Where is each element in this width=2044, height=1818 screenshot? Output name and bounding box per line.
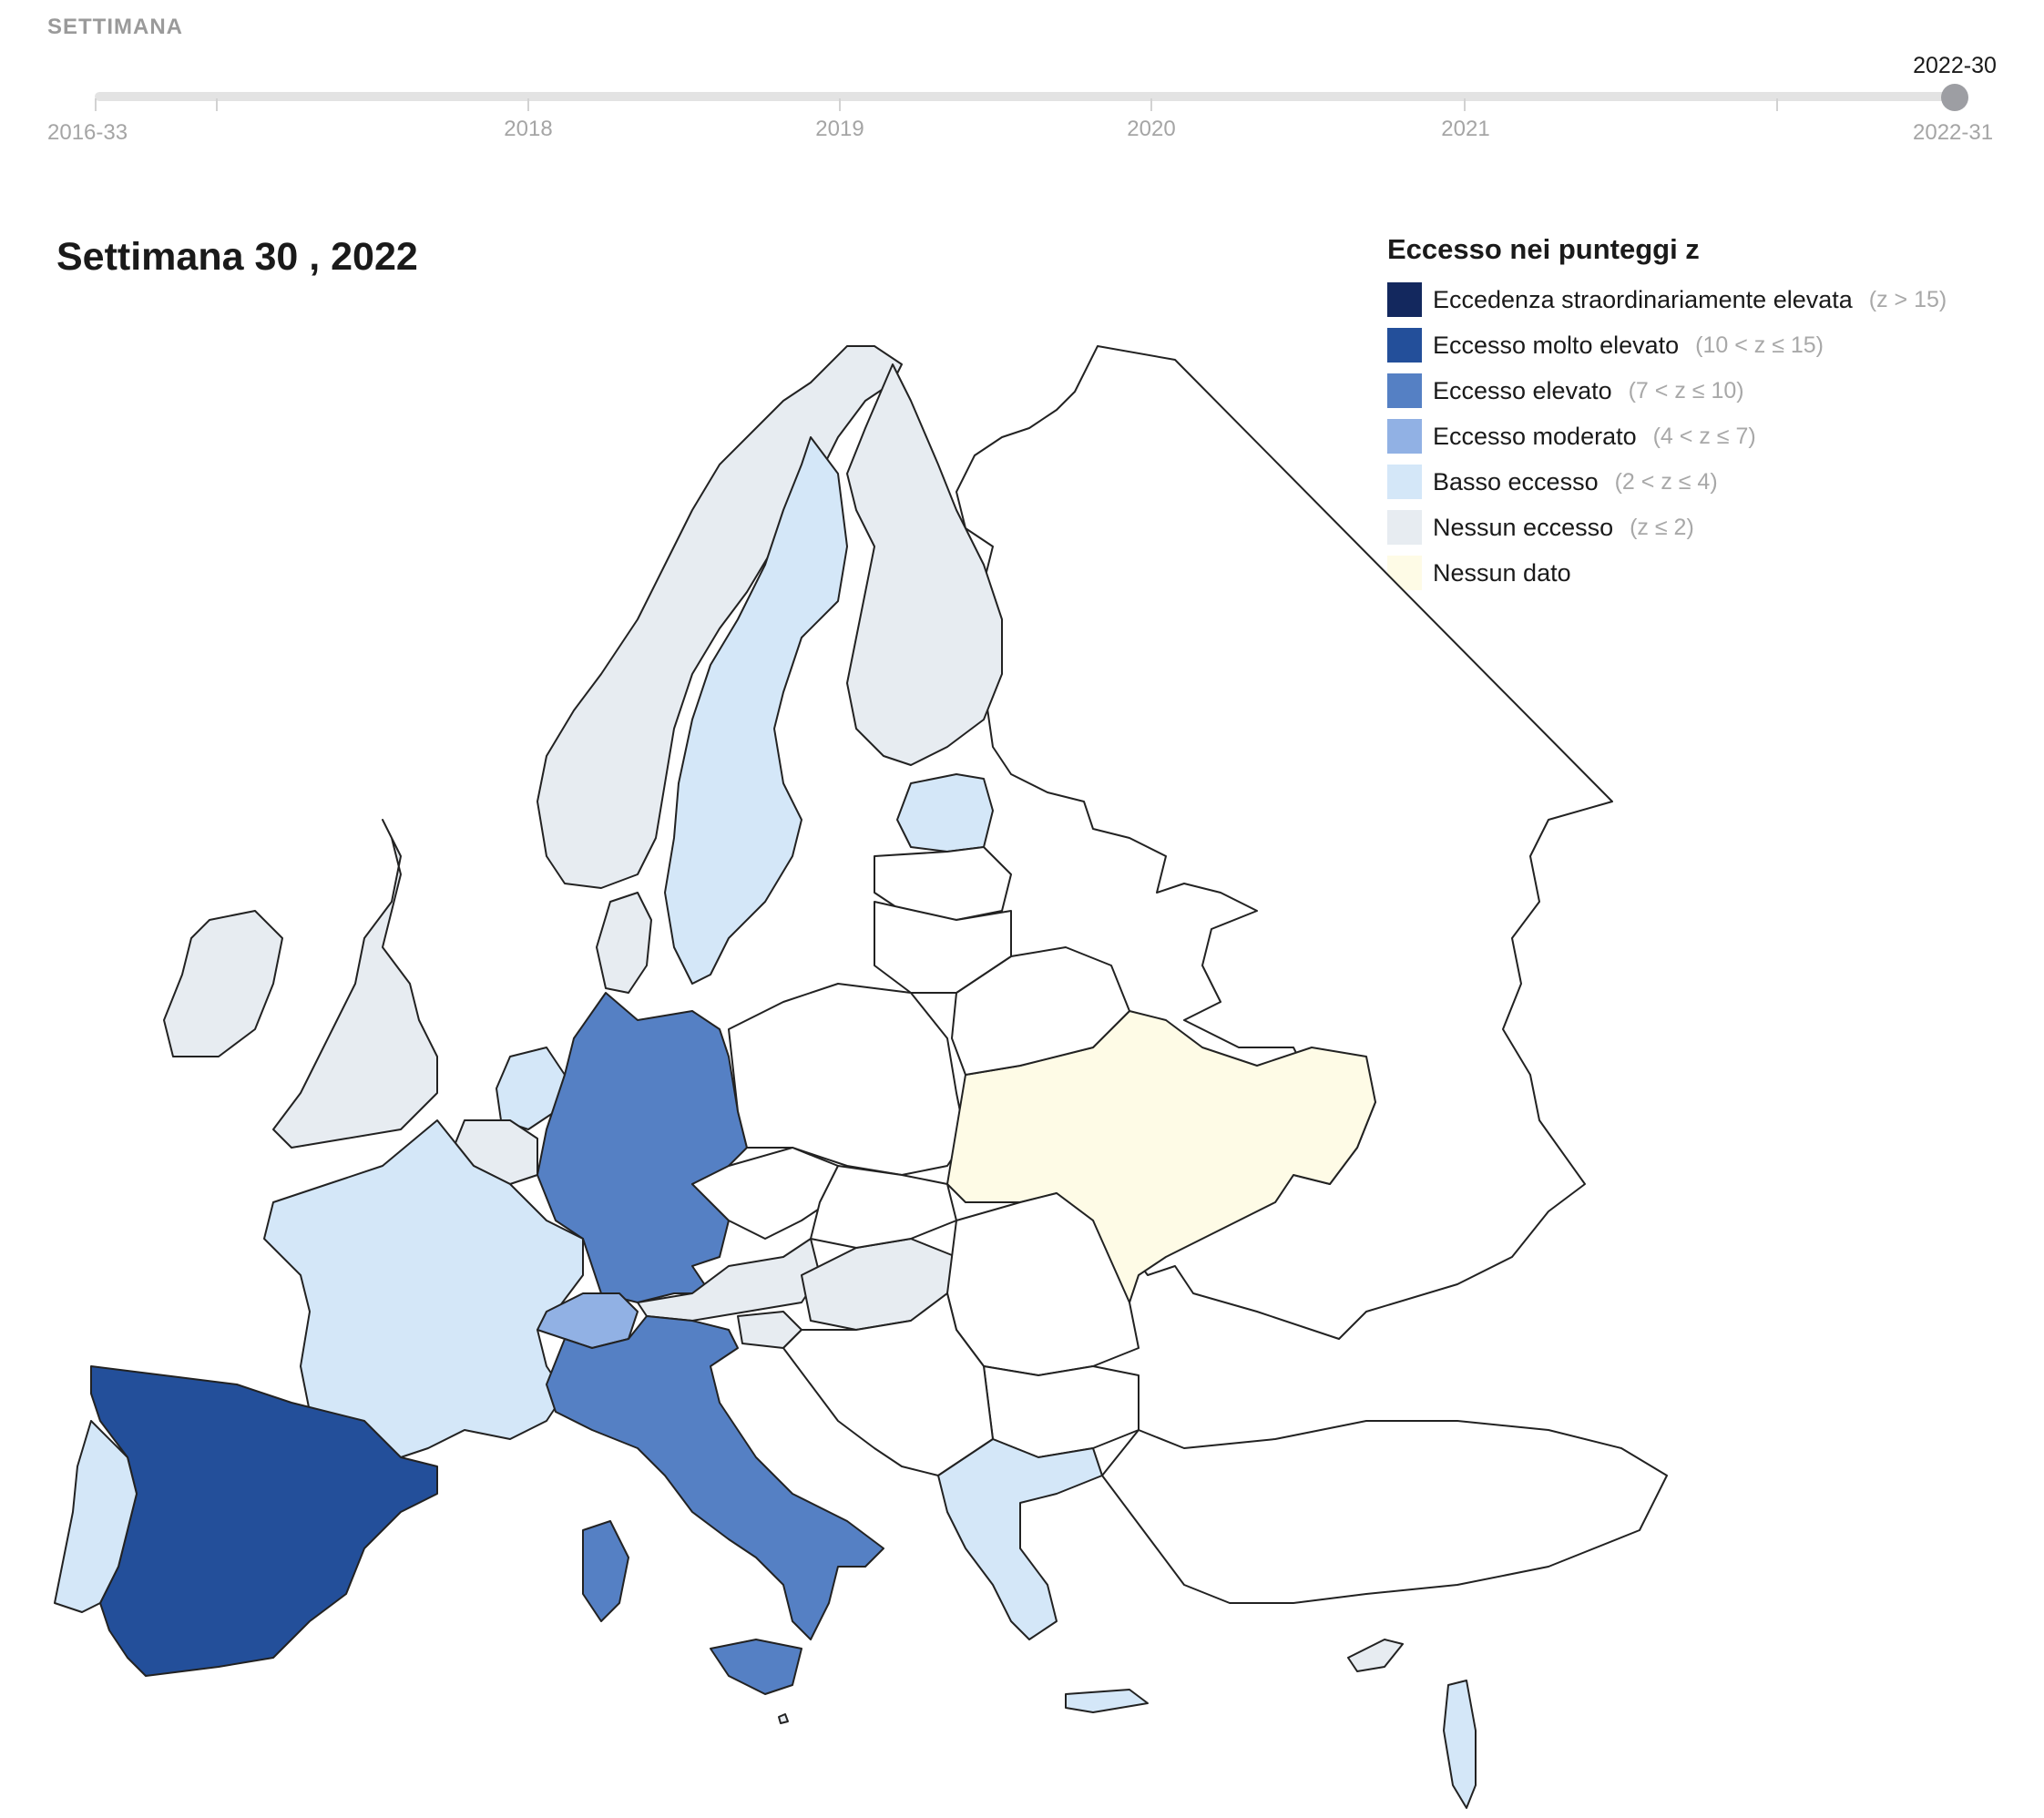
legend-item: Eccedenza straordinariamente elevata (z …: [1387, 277, 1947, 322]
country-sweden[interactable]: [664, 436, 848, 985]
europe-map: [54, 345, 1668, 1809]
country-turkey[interactable]: [1101, 1420, 1668, 1604]
timeline-year-label: 2018: [504, 117, 553, 141]
country-bulgaria[interactable]: [983, 1365, 1140, 1458]
country-italy-sicily[interactable]: [710, 1639, 802, 1695]
legend-label: Eccesso elevato: [1433, 376, 1612, 404]
timeline-current-week: 2022-30: [1913, 53, 1997, 78]
country-malta[interactable]: [778, 1713, 789, 1724]
legend-range: (4 < z ≤ 7): [1652, 423, 1756, 449]
week-timeline: SETTIMANA 2022-30 2016-33 2018 2019 2020…: [0, 0, 2044, 155]
country-portugal[interactable]: [54, 1420, 138, 1613]
timeline-year-label: 2019: [815, 117, 864, 141]
legend-label: Nessun dato: [1433, 558, 1571, 587]
legend-label: Nessun eccesso: [1433, 513, 1614, 541]
timeline-end-label: 2022-31: [1913, 120, 1994, 145]
legend-swatch: [1387, 373, 1422, 408]
country-slovakia[interactable]: [810, 1165, 957, 1249]
timeline-tick: [527, 98, 529, 111]
legend-item: Basso eccesso (2 < z ≤ 4): [1387, 459, 1947, 505]
legend-label: Eccedenza straordinariamente elevata: [1433, 285, 1853, 313]
country-israel[interactable]: [1443, 1680, 1477, 1809]
timeline-handle[interactable]: [1941, 84, 1968, 111]
legend-item: Eccesso molto elevato (10 < z ≤ 15): [1387, 322, 1947, 368]
legend-item: Nessun dato: [1387, 550, 1947, 596]
timeline-start-label: 2016-33: [47, 120, 128, 145]
timeline-year-label: 2021: [1441, 117, 1490, 141]
country-latvia[interactable]: [874, 846, 1012, 921]
legend-label: Basso eccesso: [1433, 467, 1599, 495]
timeline-label: SETTIMANA: [47, 15, 183, 39]
country-france[interactable]: [263, 1119, 584, 1458]
legend-swatch: [1387, 419, 1422, 454]
timeline-tick: [1150, 98, 1152, 111]
legend-swatch: [1387, 465, 1422, 499]
legend-range: (z ≤ 2): [1630, 514, 1694, 540]
country-germany[interactable]: [537, 992, 748, 1303]
country-finland[interactable]: [846, 363, 1003, 766]
legend: Eccesso nei punteggi z Eccedenza straord…: [1387, 233, 1947, 596]
country-cyprus[interactable]: [1347, 1639, 1404, 1672]
legend-range: (7 < z ≤ 10): [1628, 377, 1744, 403]
country-poland[interactable]: [728, 983, 966, 1176]
map-title: Settimana 30 , 2022: [56, 235, 418, 279]
country-greece-crete[interactable]: [1065, 1689, 1149, 1713]
legend-title: Eccesso nei punteggi z: [1387, 233, 1700, 265]
country-netherlands[interactable]: [496, 1047, 566, 1130]
timeline-tick: [95, 98, 97, 111]
legend-item: Eccesso moderato (4 < z ≤ 7): [1387, 414, 1947, 459]
country-estonia[interactable]: [896, 773, 994, 853]
country-lithuania[interactable]: [874, 901, 1012, 994]
legend-label: Eccesso molto elevato: [1433, 331, 1680, 359]
timeline-year-label: 2020: [1127, 117, 1176, 141]
legend-item: Eccesso elevato (7 < z ≤ 10): [1387, 368, 1947, 414]
legend-range: (10 < z ≤ 15): [1695, 332, 1824, 358]
timeline-tick: [1464, 98, 1466, 111]
legend-swatch: [1387, 328, 1422, 363]
country-italy[interactable]: [546, 1315, 884, 1640]
country-uk[interactable]: [272, 819, 438, 1149]
legend-label: Eccesso moderato: [1433, 422, 1637, 450]
timeline-tick: [1776, 98, 1778, 111]
timeline-tick: [216, 98, 218, 111]
timeline-tick: [839, 98, 841, 111]
country-italy-sardinia[interactable]: [582, 1520, 629, 1622]
legend-item: Nessun eccesso (z ≤ 2): [1387, 505, 1947, 550]
legend-swatch: [1387, 510, 1422, 545]
timeline-track[interactable]: [95, 92, 1958, 101]
legend-range: (z > 15): [1868, 286, 1947, 312]
legend-range: (2 < z ≤ 4): [1614, 468, 1718, 495]
country-belarus[interactable]: [951, 946, 1130, 1076]
legend-swatch: [1387, 282, 1422, 317]
country-denmark[interactable]: [596, 892, 652, 994]
country-ireland[interactable]: [163, 910, 283, 1057]
country-greece[interactable]: [937, 1438, 1103, 1640]
